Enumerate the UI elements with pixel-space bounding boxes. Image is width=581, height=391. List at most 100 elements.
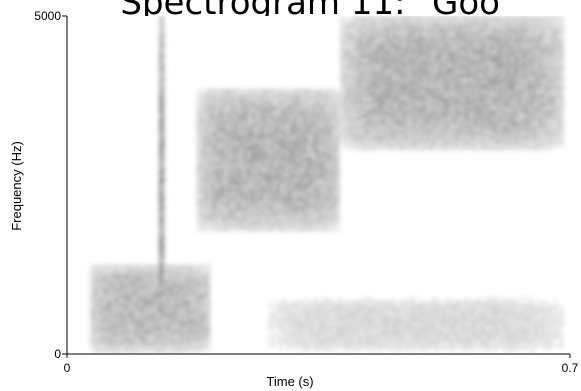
- energy-cell: [271, 91, 274, 94]
- energy-cell: [147, 318, 151, 321]
- energy-cell: [337, 335, 340, 337]
- energy-cell: [279, 329, 283, 332]
- energy-cell: [305, 153, 309, 156]
- energy-cell: [291, 197, 294, 199]
- energy-cell: [325, 189, 329, 191]
- energy-cell: [296, 97, 300, 99]
- energy-cell: [308, 180, 312, 183]
- energy-cell: [222, 210, 225, 213]
- energy-cell: [121, 289, 125, 291]
- energy-cell: [161, 313, 165, 316]
- energy-cell: [317, 324, 320, 326]
- energy-cell: [342, 105, 346, 107]
- energy-cell: [219, 205, 222, 207]
- energy-cell: [328, 99, 332, 102]
- energy-cell: [176, 332, 179, 334]
- energy-cell: [282, 326, 286, 329]
- energy-cell: [141, 270, 145, 272]
- energy-cell: [202, 99, 205, 102]
- energy-cell: [210, 94, 214, 97]
- energy-cell: [302, 126, 306, 129]
- energy-cell: [268, 153, 271, 156]
- energy-cell: [181, 267, 185, 270]
- energy-cell: [273, 113, 277, 115]
- energy-cell: [248, 121, 251, 124]
- energy-cell: [227, 118, 231, 121]
- energy-cell: [135, 329, 139, 332]
- energy-cell: [98, 324, 102, 326]
- energy-cell: [204, 134, 208, 137]
- energy-cell: [311, 316, 314, 318]
- energy-cell: [351, 321, 355, 324]
- energy-cell: [288, 202, 291, 205]
- energy-cell: [161, 78, 165, 80]
- energy-cell: [158, 156, 162, 159]
- energy-cell: [308, 224, 312, 226]
- energy-cell: [282, 183, 286, 186]
- energy-cell: [107, 291, 110, 294]
- energy-cell: [253, 167, 257, 170]
- energy-cell: [345, 308, 349, 310]
- energy-cell: [167, 278, 171, 280]
- energy-cell: [199, 91, 202, 94]
- energy-cell: [204, 175, 208, 178]
- energy-cell: [230, 129, 234, 132]
- energy-cell: [225, 91, 228, 94]
- energy-cell: [340, 326, 343, 329]
- energy-cell: [291, 313, 294, 316]
- energy-cell: [319, 89, 323, 91]
- energy-cell: [302, 335, 306, 337]
- energy-cell: [273, 205, 277, 207]
- energy-cell: [107, 329, 110, 332]
- energy-cell: [118, 299, 122, 302]
- energy-cell: [204, 348, 208, 351]
- energy-cell: [282, 99, 286, 102]
- energy-cell: [262, 224, 266, 226]
- energy-cell: [351, 29, 355, 32]
- energy-cell: [170, 326, 174, 329]
- energy-cell: [296, 183, 300, 186]
- energy-cell: [158, 34, 162, 37]
- energy-cell: [328, 132, 332, 134]
- energy-cell: [210, 156, 214, 159]
- energy-cell: [144, 270, 148, 272]
- energy-cell: [271, 329, 274, 332]
- energy-cell: [135, 305, 139, 307]
- energy-cell: [334, 172, 337, 175]
- energy-cell: [158, 175, 162, 178]
- energy-cell: [337, 218, 340, 221]
- energy-cell: [276, 197, 280, 199]
- energy-cell: [133, 348, 136, 351]
- energy-cell: [311, 226, 314, 229]
- energy-cell: [334, 326, 337, 329]
- energy-cell: [176, 275, 179, 278]
- energy-cell: [305, 89, 309, 91]
- energy-cell: [230, 221, 234, 224]
- energy-cell: [256, 202, 260, 205]
- energy-cell: [207, 94, 211, 97]
- energy-cell: [236, 197, 240, 199]
- energy-cell: [199, 332, 202, 334]
- energy-cell: [225, 89, 228, 91]
- energy-cell: [291, 308, 294, 310]
- energy-cell: [242, 102, 245, 105]
- energy-cell: [296, 153, 300, 156]
- energy-cell: [112, 343, 116, 345]
- energy-cell: [250, 216, 254, 218]
- energy-cell: [181, 291, 185, 294]
- energy-cell: [268, 183, 271, 186]
- energy-cell: [268, 194, 271, 197]
- energy-cell: [181, 337, 185, 340]
- energy-cell: [144, 286, 148, 289]
- energy-cell: [256, 226, 260, 229]
- energy-cell: [308, 175, 312, 178]
- energy-cell: [236, 129, 240, 132]
- energy-cell: [288, 91, 291, 94]
- energy-cell: [98, 337, 102, 340]
- energy-cell: [219, 107, 222, 110]
- energy-cell: [311, 116, 314, 118]
- energy-cell: [253, 210, 257, 213]
- energy-cell: [325, 183, 329, 186]
- energy-cell: [167, 286, 171, 289]
- energy-cell: [104, 272, 107, 275]
